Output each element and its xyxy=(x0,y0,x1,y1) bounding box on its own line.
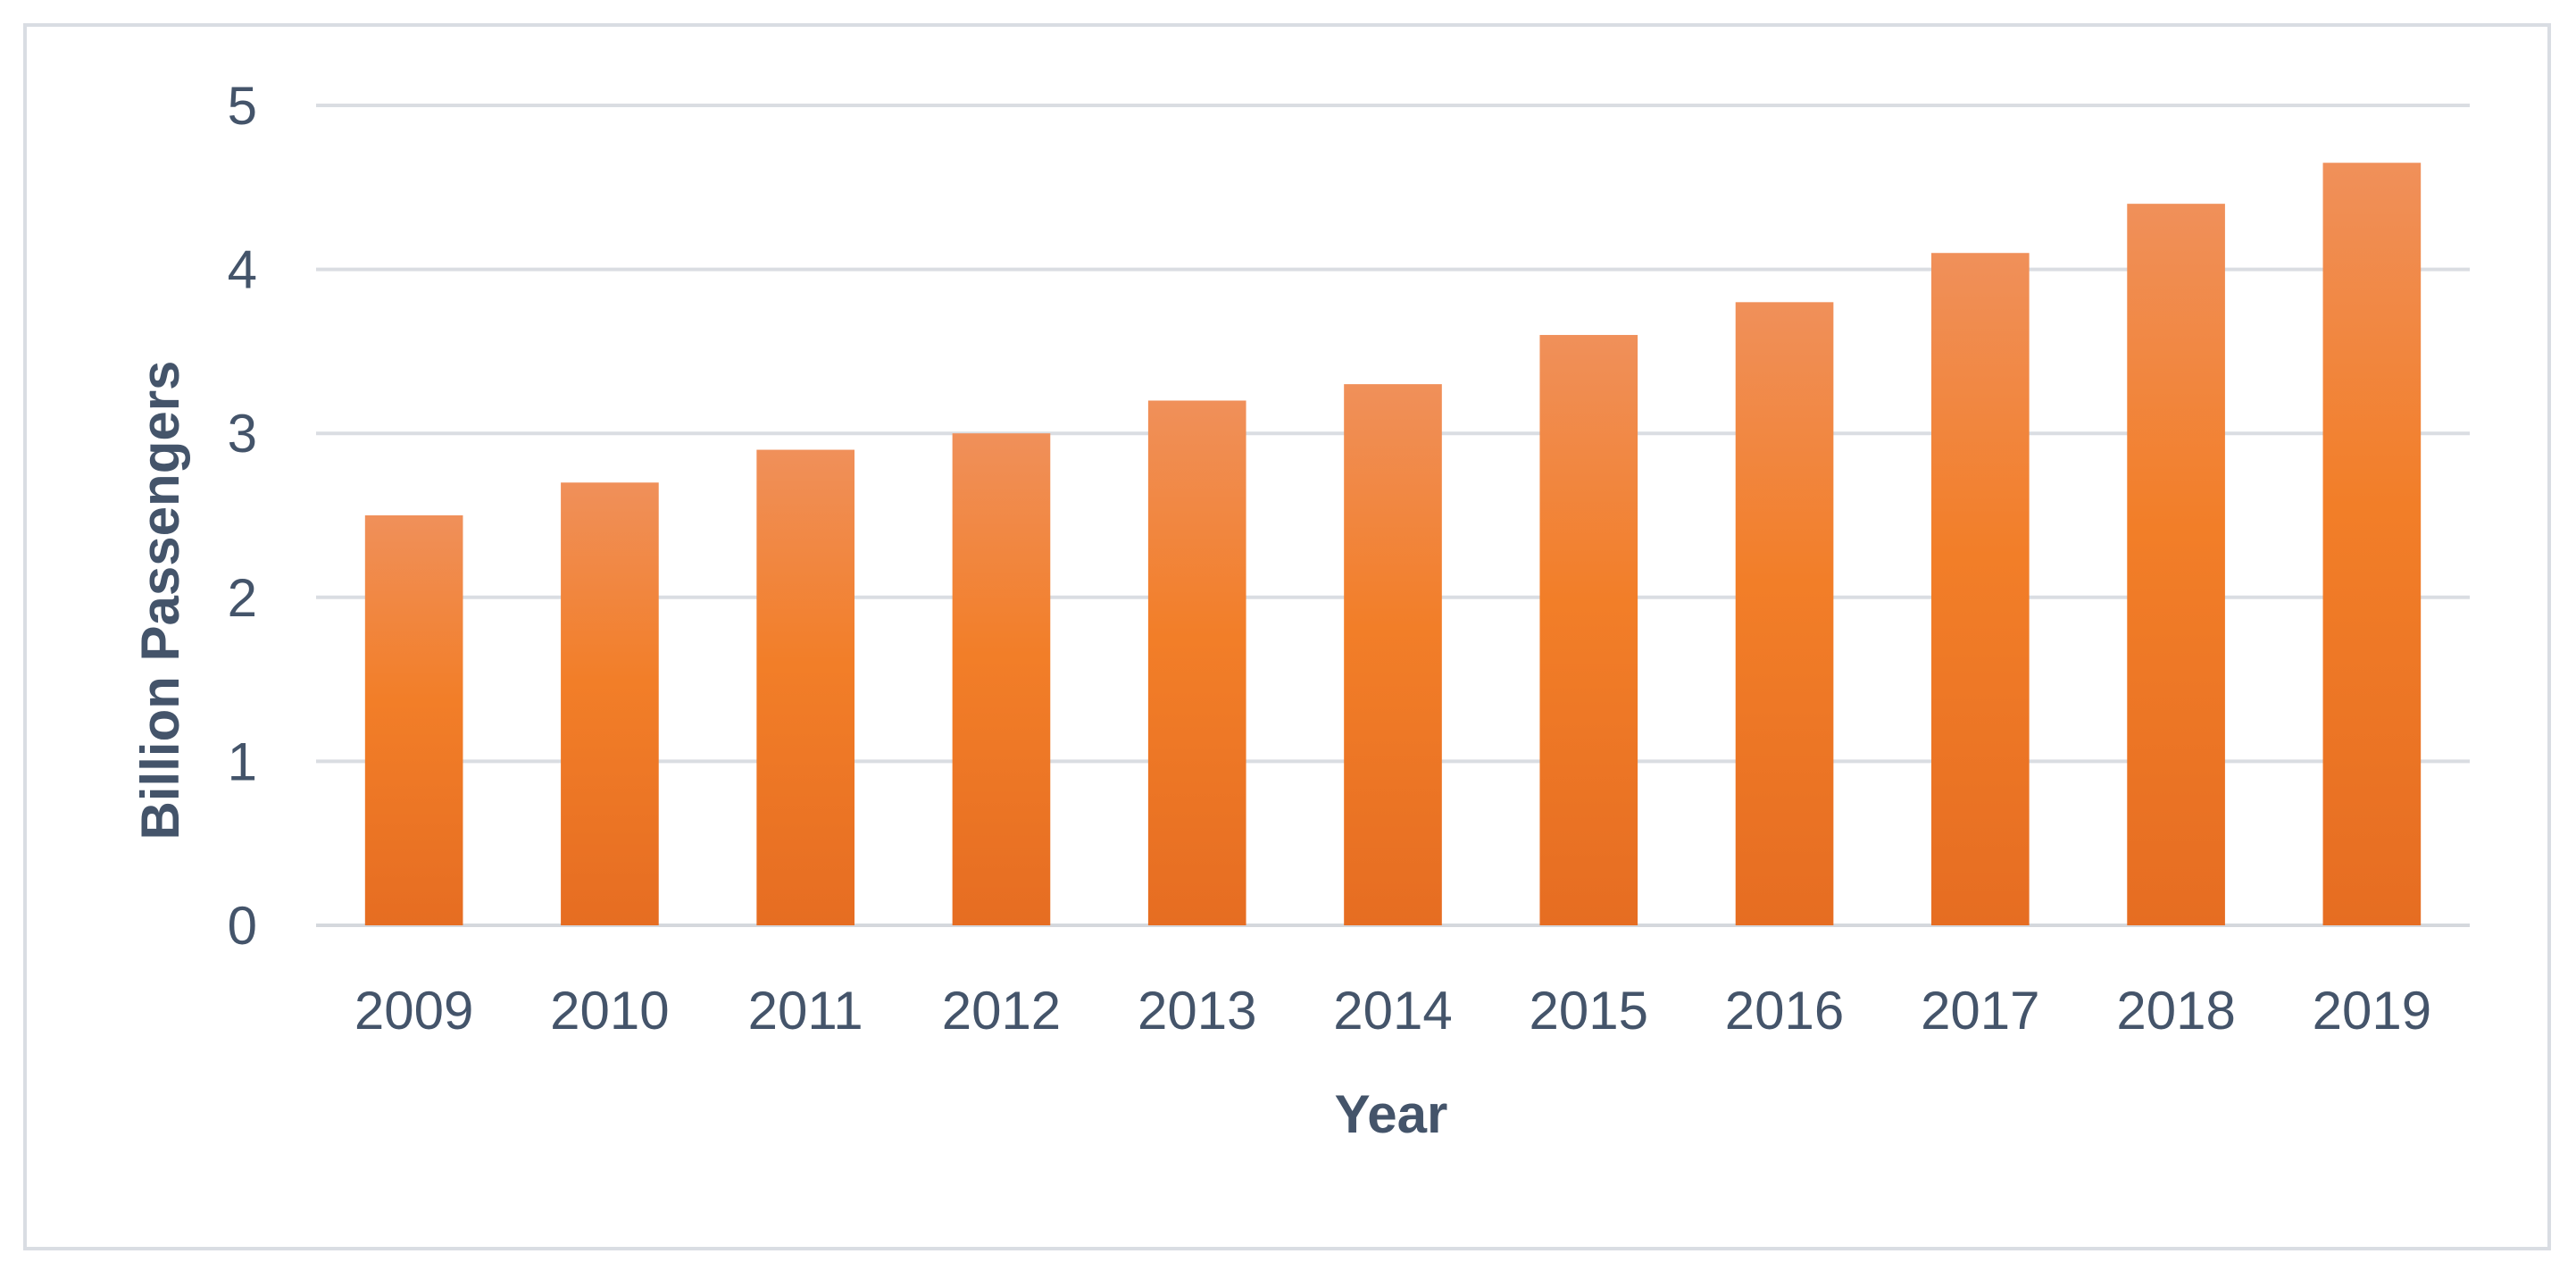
x-axis-title: Year xyxy=(1335,1084,1448,1144)
x-tick-label: 2015 xyxy=(1530,981,1648,1041)
x-tick-label: 2014 xyxy=(1333,981,1452,1041)
x-tick-label: 2017 xyxy=(1921,981,2039,1041)
x-tick-label: 2010 xyxy=(550,981,669,1041)
bar-2012 xyxy=(952,433,1051,925)
y-tick-label: 1 xyxy=(228,731,257,791)
bars xyxy=(364,163,2422,926)
x-axis-ticks: 2009 2010 2011 2012 2013 2014 2015 2016 2017 2018… xyxy=(354,981,2431,1041)
x-tick-label: 2009 xyxy=(354,981,473,1041)
bar-2013 xyxy=(1147,400,1246,926)
bar-2017 xyxy=(1931,253,2030,925)
bar-2011 xyxy=(756,449,854,925)
x-tick-label: 2016 xyxy=(1725,981,1844,1041)
x-tick-label: 2019 xyxy=(2313,981,2431,1041)
bar-2009 xyxy=(364,515,463,925)
y-tick-label: 0 xyxy=(228,896,257,956)
y-tick-label: 4 xyxy=(228,240,257,300)
bar-2015 xyxy=(1539,335,1638,925)
gridlines xyxy=(316,104,2470,927)
x-tick-label: 2018 xyxy=(2116,981,2235,1041)
bar-2010 xyxy=(561,482,659,925)
y-tick-label: 3 xyxy=(228,404,257,464)
y-axis-ticks: 0 1 2 3 4 5 xyxy=(228,76,257,956)
x-tick-label: 2011 xyxy=(748,981,863,1041)
bar-2014 xyxy=(1344,384,1442,925)
x-tick-label: 2013 xyxy=(1138,981,1256,1041)
bar-2018 xyxy=(2127,204,2225,925)
bar-2016 xyxy=(1735,302,1834,925)
y-tick-label: 2 xyxy=(228,568,257,628)
x-tick-label: 2012 xyxy=(942,981,1061,1041)
bar-2019 xyxy=(2322,163,2422,925)
y-tick-label: 5 xyxy=(228,76,257,136)
y-axis-title: Billion Passengers xyxy=(130,361,190,840)
